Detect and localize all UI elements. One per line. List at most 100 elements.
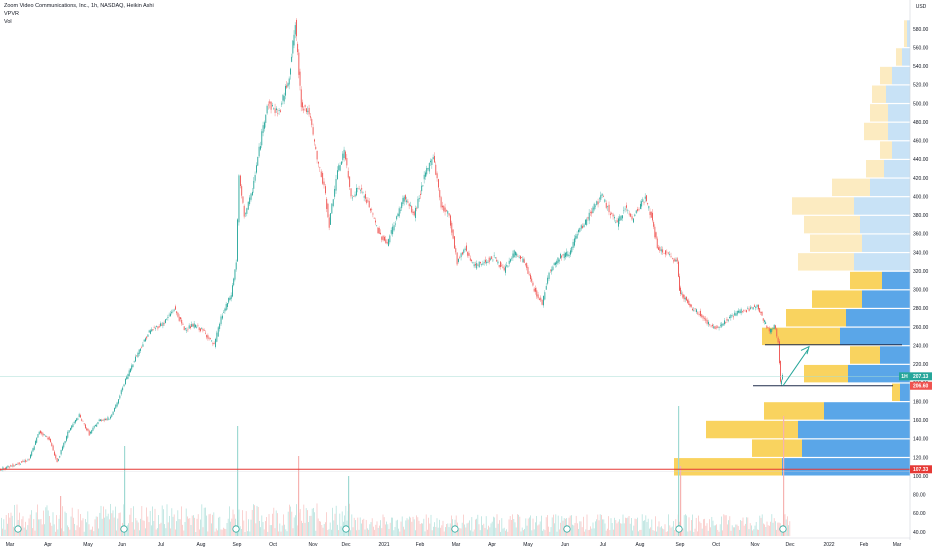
- candle-body: [291, 56, 293, 62]
- candle-body: [687, 299, 689, 303]
- earnings-marker[interactable]: [779, 525, 787, 533]
- candle-body: [401, 202, 403, 209]
- candle-body: [586, 219, 588, 225]
- volume-bar: [769, 525, 770, 536]
- candle-body: [649, 211, 651, 215]
- volume-bar: [713, 525, 715, 536]
- volume-bar: [584, 531, 585, 536]
- candle-body: [41, 432, 43, 434]
- earnings-marker[interactable]: [563, 525, 571, 533]
- volume-bar: [590, 526, 591, 536]
- candle-body: [207, 335, 209, 339]
- volume-bar: [100, 505, 102, 536]
- candle-body: [614, 217, 615, 219]
- volume-bar: [637, 517, 638, 536]
- volume-bar: [256, 505, 258, 536]
- candle-body: [561, 255, 563, 258]
- earnings-marker[interactable]: [675, 525, 683, 533]
- candle-body: [596, 201, 598, 206]
- volume-bar: [668, 514, 669, 536]
- volume-bar: [663, 529, 665, 536]
- volume-bar: [131, 522, 133, 536]
- volume-bar: [745, 523, 746, 536]
- earnings-marker[interactable]: [120, 525, 128, 533]
- volume-bar: [283, 514, 284, 536]
- price-tick: 400.00: [913, 194, 929, 200]
- candle-body: [444, 207, 446, 213]
- vp-up-bar: [888, 104, 910, 122]
- candle-body: [40, 430, 41, 434]
- candle-body: [385, 239, 387, 243]
- candle-body: [370, 208, 371, 211]
- candle-body: [426, 168, 428, 175]
- volume-bar: [157, 528, 158, 536]
- projection-arrow[interactable]: [782, 349, 809, 387]
- volume-bar: [311, 508, 313, 536]
- volume-bar: [727, 524, 728, 536]
- candle-body: [513, 250, 515, 258]
- price-tick: 560.00: [913, 45, 929, 51]
- volume-bar: [403, 526, 404, 536]
- candle-body: [548, 272, 550, 280]
- candle-body: [145, 338, 146, 342]
- candle-body: [665, 250, 666, 255]
- candle-body: [759, 308, 761, 313]
- vp-down-bar: [870, 104, 888, 122]
- candle-body: [631, 216, 633, 220]
- indicator-vpvr-label[interactable]: VPVR: [4, 11, 19, 17]
- volume-bar: [423, 518, 425, 536]
- candle-body: [262, 125, 264, 133]
- earnings-marker[interactable]: [451, 525, 459, 533]
- candle-body: [536, 290, 538, 297]
- volume-bar: [490, 523, 492, 536]
- volume-bar: [127, 525, 128, 536]
- volume-bar: [721, 516, 722, 536]
- volume-bar: [548, 526, 549, 536]
- candle-body: [713, 326, 715, 329]
- candle-body: [5, 467, 6, 469]
- indicator-vol-label[interactable]: Vol: [4, 19, 12, 25]
- volume-bar: [466, 523, 468, 536]
- volume-bar: [123, 504, 125, 536]
- volume-bar: [671, 526, 673, 536]
- volume-bar: [741, 520, 743, 536]
- volume-bar: [418, 520, 420, 536]
- time-tick: Aug: [197, 542, 206, 548]
- volume-bar: [267, 531, 269, 536]
- volume-bar: [142, 520, 144, 536]
- candle-body: [439, 190, 441, 198]
- candle-body: [442, 205, 443, 208]
- candle-body: [500, 261, 501, 267]
- volume-bar: [461, 522, 463, 536]
- volume-bar: [8, 513, 9, 536]
- volume-bar: [775, 521, 776, 536]
- volume-bar: [634, 518, 636, 536]
- volume-bar: [736, 524, 738, 536]
- candle-body: [642, 199, 644, 202]
- candle-body: [148, 330, 150, 333]
- candle-body: [72, 424, 74, 428]
- candle-body: [384, 236, 385, 241]
- candle-body: [356, 187, 357, 196]
- earnings-marker[interactable]: [14, 525, 22, 533]
- candle-body: [276, 108, 277, 111]
- candle-body: [714, 326, 716, 330]
- earnings-marker[interactable]: [342, 525, 350, 533]
- time-tick: Mar: [6, 542, 15, 548]
- volume-spike: [60, 496, 62, 536]
- volume-bar: [391, 517, 392, 536]
- volume-bar: [184, 522, 186, 536]
- candle-body: [361, 188, 363, 190]
- volume-profile: [674, 20, 910, 476]
- vp-up-bar: [848, 364, 910, 383]
- volume-bar: [471, 517, 473, 536]
- candle-body: [724, 320, 725, 325]
- candle-body: [298, 52, 300, 75]
- volume-bar: [530, 515, 531, 536]
- volume-bar: [539, 521, 541, 536]
- candle-body: [731, 315, 733, 316]
- candle-body: [600, 195, 602, 200]
- earnings-marker[interactable]: [232, 525, 240, 533]
- candle-body: [388, 239, 389, 246]
